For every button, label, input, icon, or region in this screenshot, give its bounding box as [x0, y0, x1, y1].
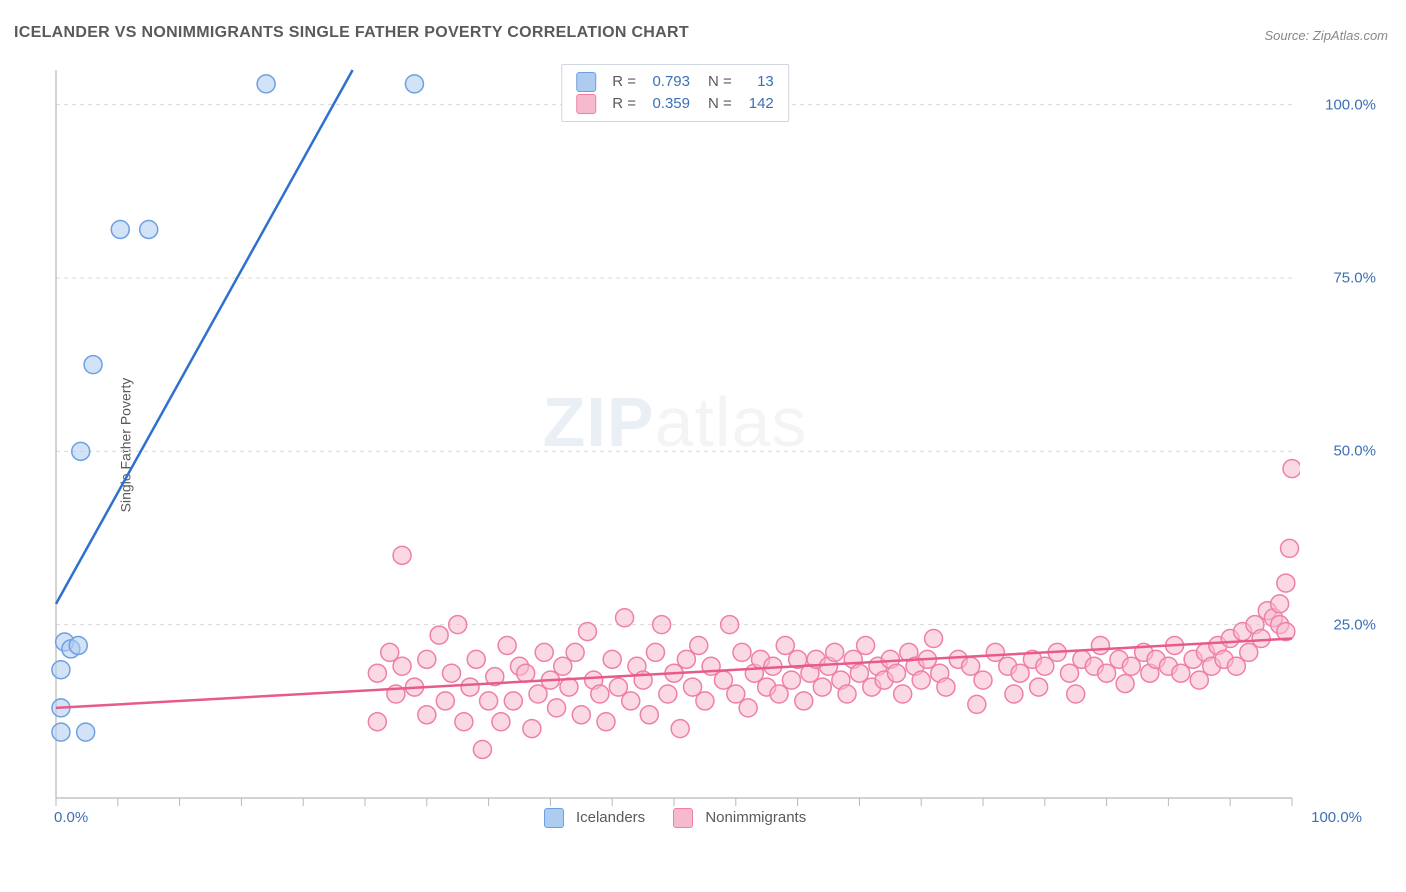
legend-r-label: R = — [612, 71, 636, 93]
x-axis-min-label: 0.0% — [54, 809, 88, 826]
scatter-chart-svg — [50, 60, 1300, 830]
chart-title: ICELANDER VS NONIMMIGRANTS SINGLE FATHER… — [14, 24, 689, 42]
x-axis-series-legend: Icelanders Nonimmigrants — [50, 808, 1300, 828]
legend-swatch-nonimmigrants-bottom — [673, 808, 693, 828]
legend-r-value-icelanders: 0.793 — [644, 71, 690, 93]
legend-label-nonimmigrants: Nonimmigrants — [705, 809, 806, 826]
legend-swatch-icelanders — [576, 72, 596, 92]
y-tick-label: 25.0% — [1333, 616, 1376, 633]
legend-n-label: N = — [708, 93, 732, 115]
legend-r-label: R = — [612, 93, 636, 115]
legend-swatch-icelanders-bottom — [544, 808, 564, 828]
legend-item-icelanders: Icelanders — [544, 808, 645, 828]
legend-row-icelanders: R = 0.793 N = 13 — [576, 71, 774, 93]
legend-n-value-icelanders: 13 — [740, 71, 774, 93]
y-tick-label: 50.0% — [1333, 443, 1376, 460]
legend-r-value-nonimmigrants: 0.359 — [644, 93, 690, 115]
y-tick-label: 75.0% — [1333, 270, 1376, 287]
y-tick-label: 100.0% — [1325, 96, 1376, 113]
chart-area: Single Father Poverty R = 0.793 N = 13 R… — [50, 60, 1300, 830]
legend-n-value-nonimmigrants: 142 — [740, 93, 774, 115]
legend-swatch-nonimmigrants — [576, 94, 596, 114]
legend-label-icelanders: Icelanders — [576, 809, 645, 826]
legend-n-label: N = — [708, 71, 732, 93]
x-axis-max-label: 100.0% — [1311, 809, 1362, 826]
top-legend-box: R = 0.793 N = 13 R = 0.359 N = 142 — [561, 64, 789, 122]
source-attribution: Source: ZipAtlas.com — [1264, 28, 1388, 43]
legend-item-nonimmigrants: Nonimmigrants — [673, 808, 806, 828]
legend-row-nonimmigrants: R = 0.359 N = 142 — [576, 93, 774, 115]
